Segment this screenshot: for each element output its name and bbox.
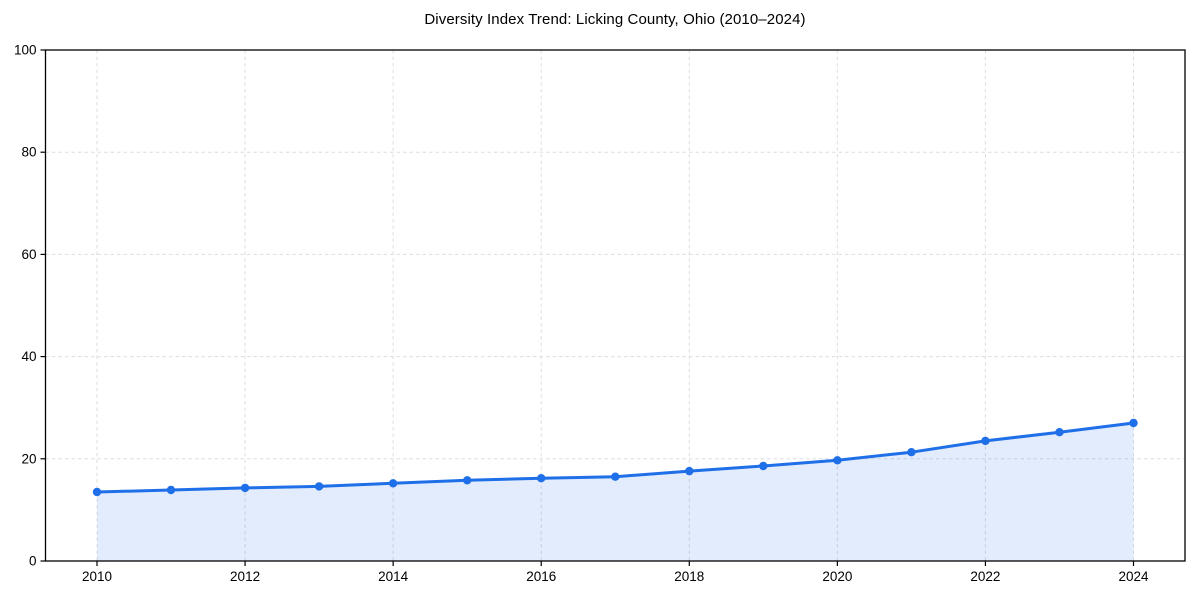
y-tick-label: 80 [21, 145, 36, 160]
data-point-2013 [314, 482, 324, 491]
y-tick-label: 40 [21, 349, 36, 364]
y-tick-label: 20 [21, 451, 36, 466]
chart-title: Diversity Index Trend: Licking County, O… [424, 11, 806, 28]
area-fill [97, 423, 1134, 561]
data-point-2014 [388, 479, 398, 488]
y-tick-label: 100 [14, 43, 37, 58]
data-point-2015 [463, 476, 472, 485]
data-point-2019 [759, 461, 768, 471]
x-tick-label: 2016 [526, 569, 556, 584]
data-point-2021 [907, 448, 916, 457]
x-tick-label: 2024 [1118, 569, 1149, 584]
data-point-2023 [1055, 428, 1064, 437]
data-point-2017 [611, 472, 620, 481]
x-tick-label: 2020 [822, 569, 852, 584]
x-tick-label: 2014 [378, 569, 409, 584]
data-point-2018 [685, 466, 694, 476]
x-tick-label: 2012 [230, 569, 260, 584]
y-tick-label: 0 [29, 554, 37, 569]
x-tick-label: 2022 [970, 569, 1000, 584]
data-point-2020 [833, 456, 842, 465]
x-tick-label: 2010 [82, 569, 112, 584]
axis-frame [44, 49, 1186, 562]
data-point-2012 [240, 483, 250, 493]
y-tick-label: 60 [21, 247, 36, 262]
data-point-2010 [92, 487, 102, 497]
data-point-2011 [166, 485, 176, 495]
data-point-2016 [537, 474, 546, 483]
x-tick-label: 2018 [674, 569, 704, 584]
data-point-2024 [1129, 418, 1138, 428]
data-point-2022 [981, 436, 990, 446]
